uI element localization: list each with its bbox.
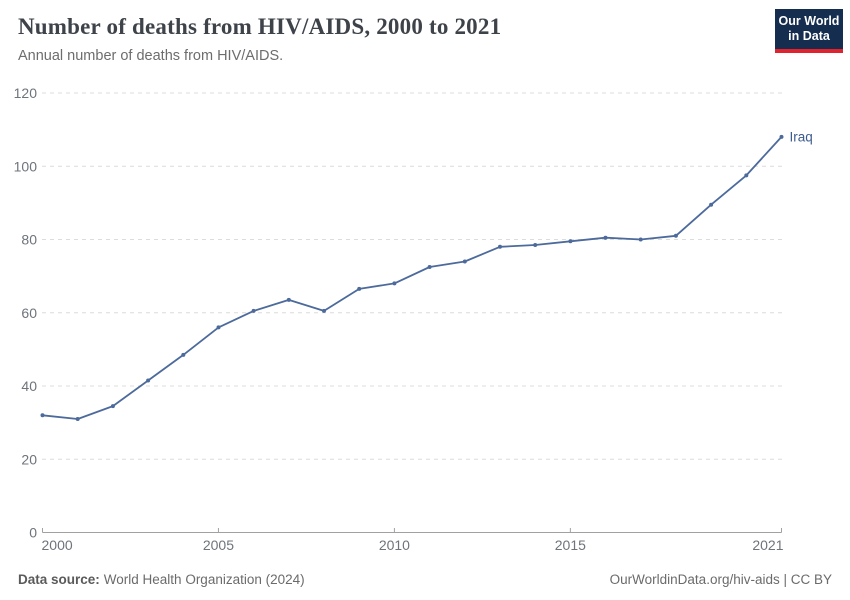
data-point-2020[interactable] — [744, 173, 749, 178]
data-source-value: World Health Organization (2024) — [103, 572, 305, 587]
y-axis-label-40: 40 — [21, 378, 37, 394]
data-point-2005[interactable] — [216, 325, 221, 330]
chart-subtitle: Annual number of deaths from HIV/AIDS. — [18, 47, 284, 64]
data-source-line: Data source: World Health Organization (2… — [18, 572, 305, 587]
data-point-2002[interactable] — [110, 404, 115, 409]
data-point-2011[interactable] — [427, 265, 432, 269]
data-point-2010[interactable] — [392, 281, 397, 286]
y-axis-label-20: 20 — [21, 451, 37, 467]
y-axis-label-60: 60 — [21, 305, 37, 321]
series-line-iraq[interactable] — [41, 136, 783, 420]
data-source-label: Data source: — [18, 572, 100, 587]
data-point-2018[interactable] — [673, 233, 678, 238]
data-point-2013[interactable] — [498, 244, 502, 249]
x-axis-label-2010: 2010 — [379, 537, 410, 553]
x-axis-label-2005: 2005 — [203, 537, 234, 553]
chart-footer: Data source: World Health Organization (2… — [18, 572, 832, 587]
data-point-2000[interactable] — [40, 413, 45, 418]
chart-title: Number of deaths from HIV/AIDS, 2000 to … — [18, 14, 502, 39]
logo-line-2: in Data — [788, 29, 830, 44]
data-point-2003[interactable] — [146, 378, 151, 383]
data-point-2012[interactable] — [462, 259, 467, 264]
data-point-2016[interactable] — [603, 235, 608, 240]
x-axis-label-2000: 2000 — [42, 537, 73, 553]
y-axis-label-0: 0 — [29, 525, 37, 541]
owid-logo: Our World in Data — [775, 9, 843, 53]
data-point-2004[interactable] — [181, 352, 186, 357]
chart-header: Number of deaths from HIV/AIDS, 2000 to … — [0, 0, 850, 64]
series-iraq[interactable]: Iraq — [40, 129, 813, 421]
y-axis-label-120: 120 — [14, 85, 38, 101]
credit-line: OurWorldinData.org/hiv-aids | CC BY — [609, 572, 832, 587]
data-point-2001[interactable] — [75, 417, 80, 421]
logo-line-1: Our World — [778, 14, 840, 28]
data-point-2021[interactable] — [779, 134, 784, 139]
y-axis-label-100: 100 — [14, 158, 38, 174]
data-point-2009[interactable] — [357, 286, 362, 291]
x-axis-label-2015: 2015 — [555, 537, 586, 553]
data-point-2017[interactable] — [638, 237, 643, 242]
data-point-2008[interactable] — [322, 308, 326, 313]
series-end-label-iraq[interactable]: Iraq — [790, 129, 813, 144]
x-axis-label-2021: 2021 — [752, 537, 783, 553]
y-axis-label-80: 80 — [21, 232, 37, 248]
data-point-2019[interactable] — [709, 202, 714, 207]
data-point-2006[interactable] — [251, 308, 256, 313]
data-point-2014[interactable] — [533, 243, 538, 247]
data-point-2007[interactable] — [286, 297, 291, 302]
data-point-2015[interactable] — [568, 239, 573, 244]
